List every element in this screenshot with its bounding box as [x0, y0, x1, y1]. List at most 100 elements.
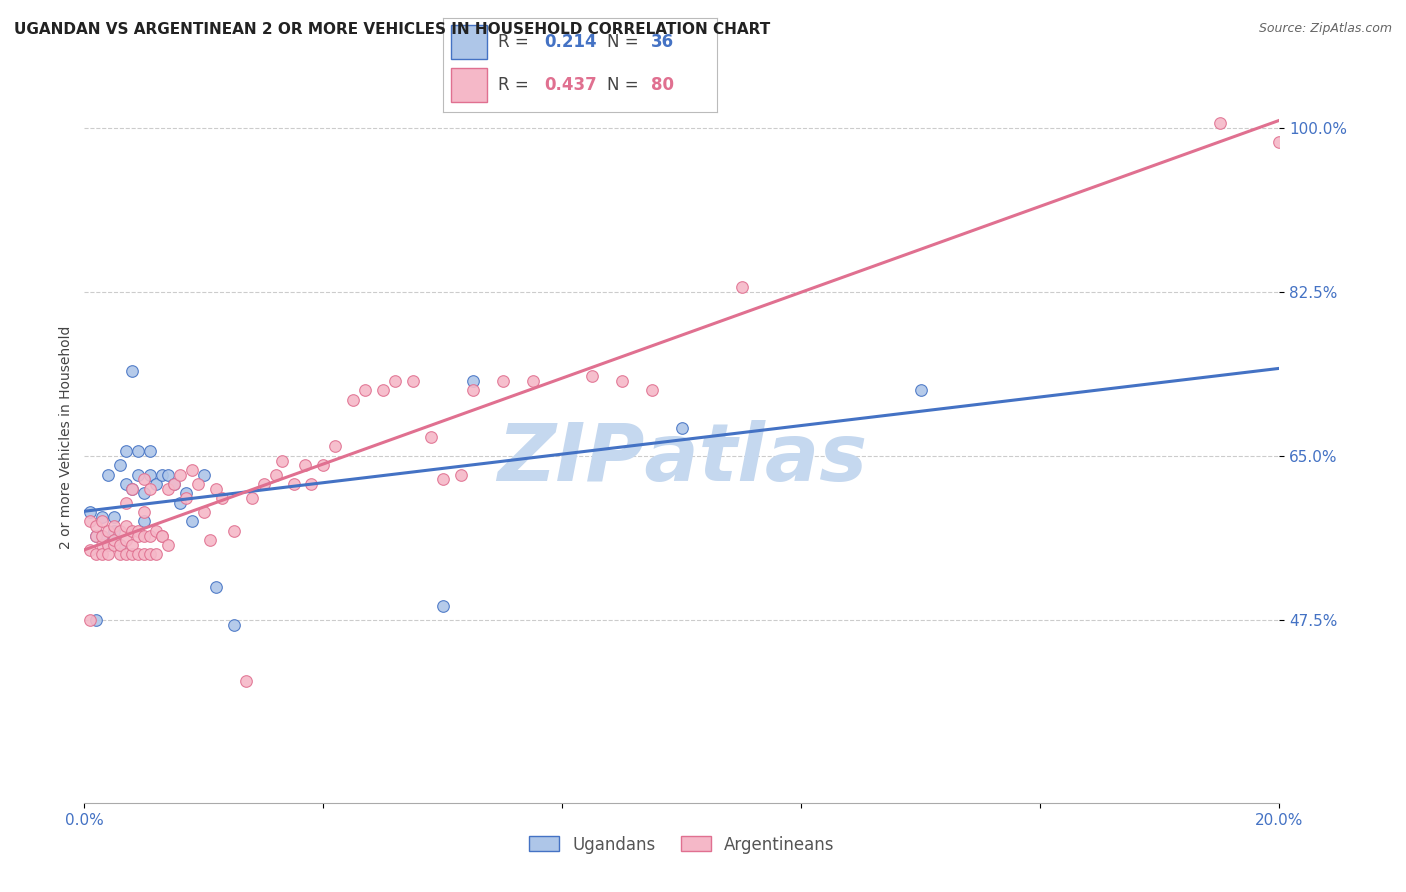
Point [301, 477, 323, 491]
Point [115, 444, 138, 458]
Point [121, 524, 143, 538]
Point [97, 538, 120, 552]
Point [121, 538, 143, 552]
Point [169, 467, 191, 482]
Point [86, 519, 108, 533]
Point [86, 547, 108, 561]
Point [139, 444, 162, 458]
Point [91, 538, 114, 552]
Point [103, 519, 125, 533]
Point [174, 491, 197, 505]
Point [163, 477, 186, 491]
Point [1209, 116, 1232, 130]
Point [157, 538, 180, 552]
Point [127, 444, 149, 458]
Point [169, 496, 191, 510]
Point [127, 467, 149, 482]
Point [139, 528, 162, 542]
Point [86, 528, 108, 542]
Point [373, 383, 395, 397]
Point [325, 440, 347, 454]
Point [86, 528, 108, 542]
Point [205, 482, 228, 496]
Point [103, 524, 125, 538]
Point [1268, 135, 1291, 149]
Point [97, 524, 120, 538]
Point [342, 392, 364, 407]
Point [132, 547, 156, 561]
Point [121, 547, 143, 561]
Legend: Ugandans, Argentineans: Ugandans, Argentineans [523, 829, 841, 860]
Point [641, 383, 664, 397]
FancyBboxPatch shape [451, 69, 486, 103]
Point [139, 467, 162, 482]
Point [384, 374, 406, 388]
Point [432, 472, 454, 486]
Point [127, 524, 149, 538]
Point [193, 467, 215, 482]
Point [103, 533, 125, 548]
Point [461, 374, 484, 388]
Text: 80: 80 [651, 77, 675, 95]
Point [150, 467, 173, 482]
Point [294, 458, 316, 473]
Point [354, 383, 377, 397]
Text: 0.214: 0.214 [544, 33, 598, 51]
Text: Source: ZipAtlas.com: Source: ZipAtlas.com [1258, 22, 1392, 36]
Point [91, 528, 114, 542]
Point [110, 538, 132, 552]
Point [283, 477, 305, 491]
Point [121, 482, 143, 496]
Point [222, 524, 245, 538]
Point [97, 547, 120, 561]
Y-axis label: 2 or more Vehicles in Household: 2 or more Vehicles in Household [59, 326, 73, 549]
Point [79, 505, 101, 519]
Point [110, 547, 132, 561]
Point [86, 613, 108, 627]
Text: 0.437: 0.437 [544, 77, 598, 95]
Point [103, 538, 125, 552]
Point [115, 477, 138, 491]
Point [211, 491, 233, 505]
Point [110, 538, 132, 552]
Point [205, 580, 228, 594]
Point [79, 515, 101, 529]
Point [731, 280, 754, 294]
Text: ZIP​atlas: ZIP​atlas [496, 420, 868, 498]
Point [145, 477, 167, 491]
Point [492, 374, 515, 388]
Text: R =: R = [498, 33, 534, 51]
Point [181, 515, 204, 529]
Point [174, 486, 197, 500]
Point [115, 496, 138, 510]
Point [103, 509, 125, 524]
Point [145, 547, 167, 561]
Point [181, 463, 204, 477]
Point [132, 505, 156, 519]
Point [270, 453, 292, 467]
Point [132, 486, 156, 500]
Point [235, 673, 257, 688]
Point [187, 477, 209, 491]
Point [121, 364, 143, 378]
Point [91, 547, 114, 561]
Point [420, 430, 443, 444]
Point [145, 524, 167, 538]
Point [222, 617, 245, 632]
Point [79, 613, 101, 627]
Point [91, 515, 114, 529]
Text: UGANDAN VS ARGENTINEAN 2 OR MORE VEHICLES IN HOUSEHOLD CORRELATION CHART: UGANDAN VS ARGENTINEAN 2 OR MORE VEHICLE… [14, 22, 770, 37]
Point [132, 472, 156, 486]
Point [312, 458, 335, 473]
Point [110, 524, 132, 538]
Point [240, 491, 263, 505]
Point [193, 505, 215, 519]
Point [461, 383, 484, 397]
Text: N =: N = [607, 33, 644, 51]
Point [581, 369, 603, 384]
Point [103, 533, 125, 548]
Point [264, 467, 287, 482]
Point [115, 547, 138, 561]
Point [163, 477, 186, 491]
Point [132, 528, 156, 542]
